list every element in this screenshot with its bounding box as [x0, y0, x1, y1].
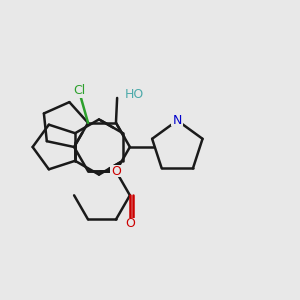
FancyBboxPatch shape	[110, 165, 122, 177]
Text: N: N	[172, 114, 182, 127]
FancyBboxPatch shape	[171, 115, 183, 127]
FancyBboxPatch shape	[124, 218, 135, 229]
FancyBboxPatch shape	[73, 84, 86, 98]
Text: O: O	[125, 217, 135, 230]
Text: Cl: Cl	[74, 84, 86, 98]
Text: HO: HO	[124, 88, 144, 101]
Text: O: O	[111, 165, 121, 178]
